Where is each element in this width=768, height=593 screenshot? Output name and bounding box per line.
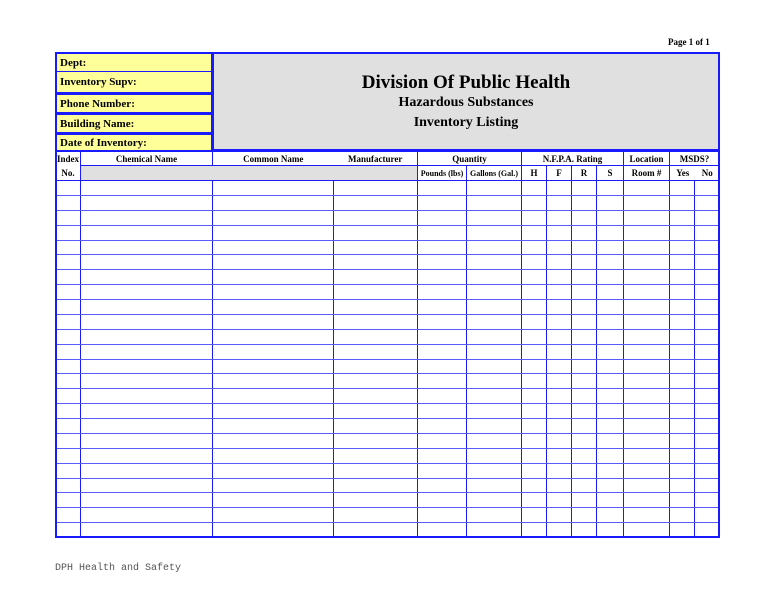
- table-row-divider: [55, 447, 720, 449]
- table-row-divider: [55, 418, 720, 419]
- table-row-divider: [55, 432, 720, 434]
- table-row-divider: [55, 328, 720, 330]
- table-row-divider: [55, 239, 720, 241]
- page-title: Division Of Public Health: [361, 72, 571, 93]
- index-label: Index: [56, 154, 79, 164]
- table-row-divider: [55, 522, 720, 524]
- table-row-divider: [55, 477, 720, 479]
- no-header: No: [701, 168, 713, 178]
- table-row-divider: [55, 209, 720, 211]
- index-no-label: No.: [61, 168, 75, 178]
- manufacturer-header: Manufacturer: [348, 153, 403, 164]
- table-row-divider: [55, 284, 720, 286]
- subtitle: Hazardous Substances: [398, 95, 534, 110]
- subtitle-listing: Inventory Listing: [413, 115, 519, 130]
- table-row-divider: [55, 269, 720, 271]
- footer-text: DPH Health and Safety: [55, 563, 182, 574]
- table-row-divider: [55, 254, 720, 256]
- table-row-divider: [55, 194, 720, 196]
- supervisor-field[interactable]: Inventory Supv:: [55, 72, 213, 94]
- table-row-divider: [55, 388, 720, 390]
- table-row-divider: [55, 507, 720, 509]
- common-header: Common Name: [243, 153, 304, 164]
- s-header: S: [596, 165, 624, 181]
- msds-yes-no-header: Yes No: [669, 165, 720, 181]
- table-row-divider: [55, 299, 720, 300]
- table-row-divider: [55, 492, 720, 494]
- table-row-divider: [55, 358, 720, 360]
- table-row-divider: [55, 462, 720, 464]
- table-row-divider: [55, 373, 720, 375]
- yes-header: Yes: [676, 168, 690, 178]
- table-row-divider: [55, 343, 720, 345]
- form-border: [55, 52, 720, 538]
- table-row-divider: [55, 313, 720, 315]
- table-row-divider: [55, 224, 720, 226]
- title-panel: [212, 52, 720, 151]
- page-number: Page 1 of 1: [668, 37, 710, 47]
- date-field[interactable]: Date of Inventory:: [55, 133, 213, 152]
- table-row-divider: [55, 403, 720, 405]
